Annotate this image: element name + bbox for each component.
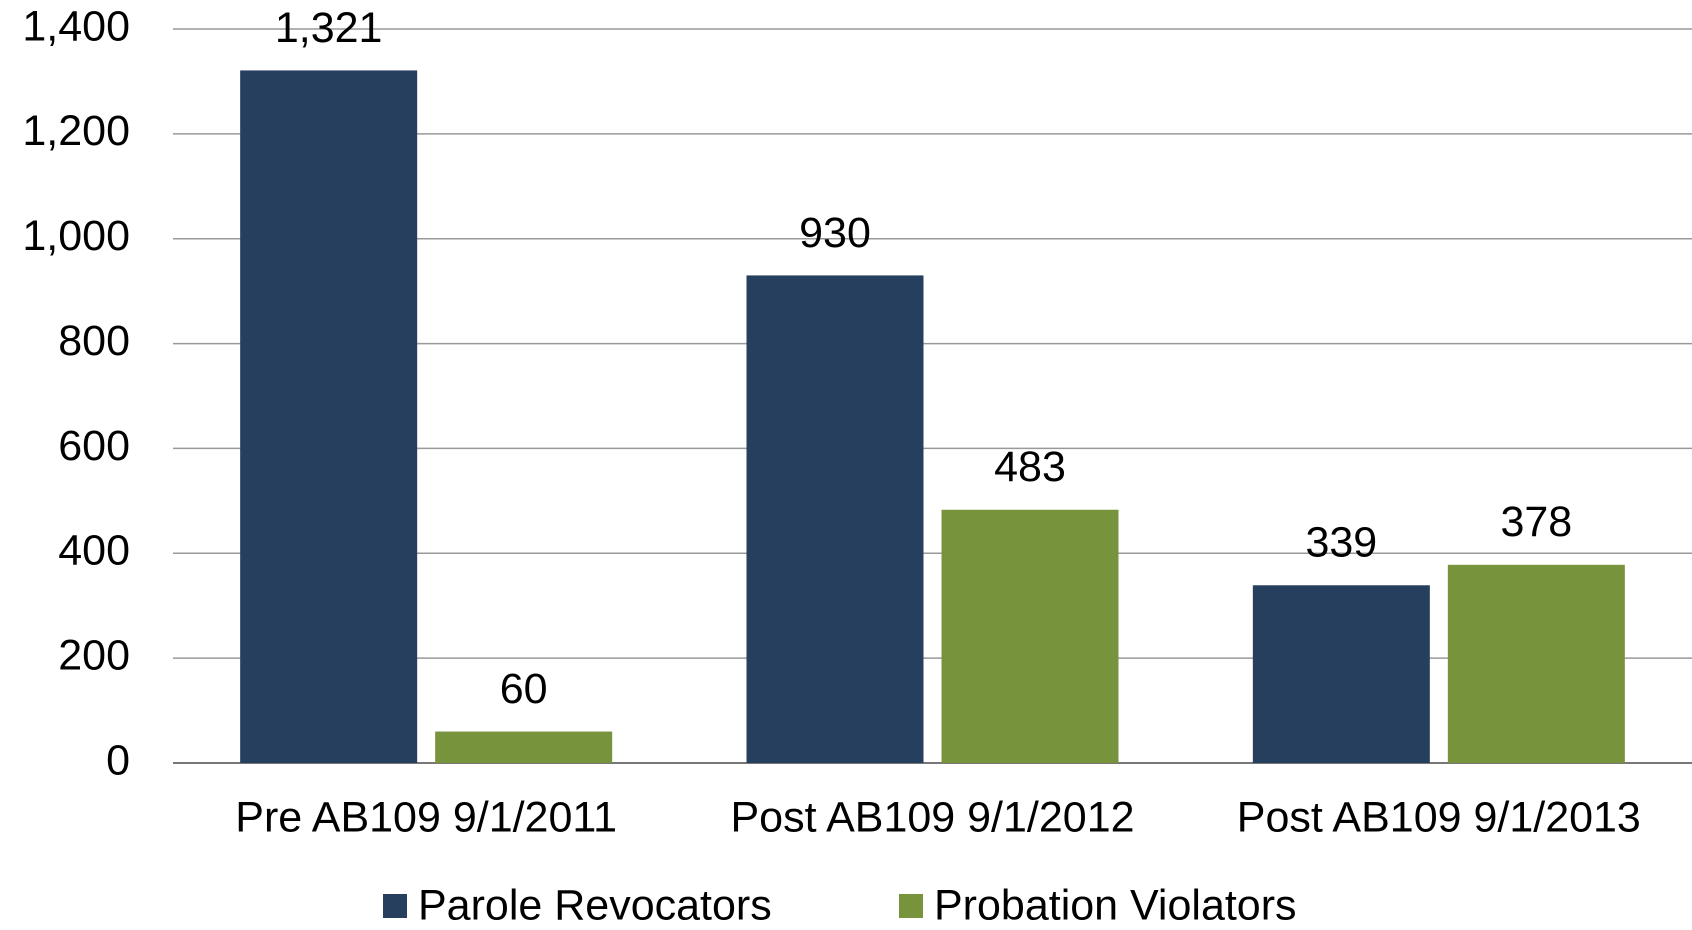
x-tick-label: Post AB109 9/1/2012	[730, 793, 1134, 841]
legend-label: Parole Revocators	[418, 881, 772, 929]
bar	[240, 70, 418, 763]
bar	[435, 731, 613, 763]
y-tick-label: 200	[58, 632, 130, 680]
legend-swatch	[899, 894, 923, 918]
data-label: 483	[994, 443, 1066, 491]
bar	[1252, 585, 1430, 763]
y-tick-label: 600	[58, 422, 130, 470]
y-tick-label: 1,400	[22, 2, 130, 50]
y-tick-label: 0	[106, 736, 130, 784]
data-label: 339	[1305, 519, 1377, 567]
data-label: 1,321	[275, 4, 383, 52]
data-label: 930	[799, 209, 871, 257]
x-tick-label: Pre AB109 9/1/2011	[235, 793, 617, 841]
data-label: 378	[1500, 498, 1572, 546]
bar	[1447, 564, 1625, 763]
data-label: 60	[500, 665, 548, 713]
bar	[746, 275, 924, 763]
x-tick-label: Post AB109 9/1/2013	[1237, 793, 1641, 841]
y-tick-label: 400	[58, 527, 130, 575]
y-tick-label: 1,200	[22, 107, 130, 155]
y-tick-label: 1,000	[22, 212, 130, 260]
legend-label: Probation Violators	[934, 881, 1297, 929]
bar	[941, 509, 1119, 763]
y-tick-label: 800	[58, 317, 130, 365]
legend-swatch	[383, 894, 407, 918]
